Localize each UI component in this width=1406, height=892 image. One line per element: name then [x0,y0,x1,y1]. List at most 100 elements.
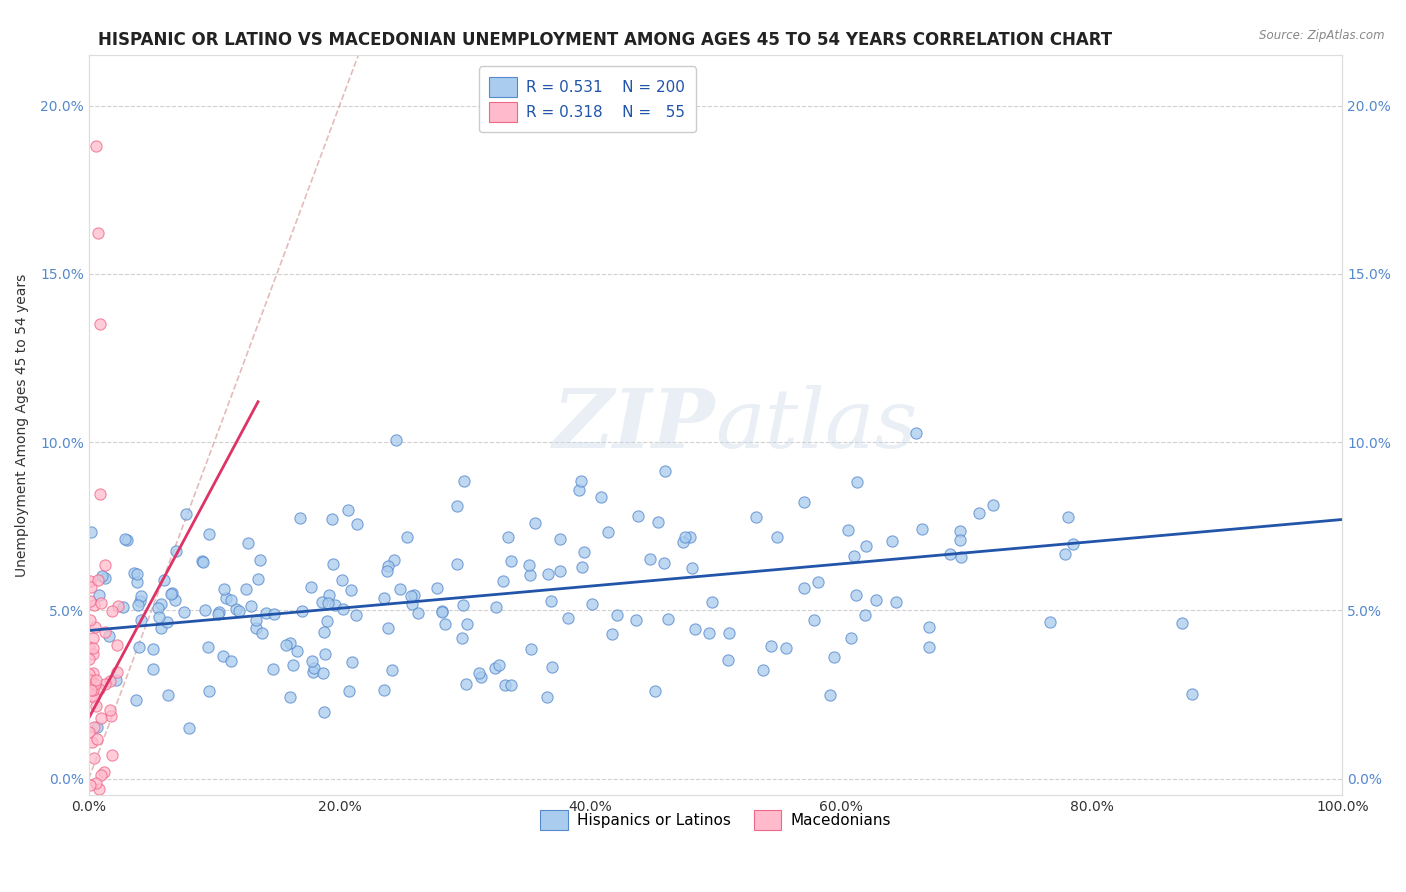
Point [484,599,506,614]
Point [434,617,457,632]
Point [404,588,426,602]
Point [82,640,104,655]
Point [548,533,571,547]
Point [90,711,112,725]
Point [373,591,395,606]
Point [156,615,179,629]
Point [683,622,706,636]
Point [93,764,115,779]
Point [606,608,628,623]
Point [375,564,398,578]
Point [80,580,103,594]
Point [225,602,247,616]
Point [86,139,108,153]
Point [129,589,152,603]
Point [148,610,170,624]
Point [314,647,336,661]
Point [451,598,474,612]
Point [77,678,100,692]
Point [207,607,229,621]
Point [337,503,360,517]
Point [212,649,235,664]
Point [672,535,695,549]
Point [818,688,841,702]
Point [325,598,347,612]
Point [344,607,367,622]
Point [84,673,107,688]
Point [337,683,360,698]
Point [654,465,676,479]
Point [148,600,170,615]
Point [198,527,221,541]
Point [86,720,108,734]
Point [456,616,478,631]
Y-axis label: Unemployment Among Ages 45 to 54 years: Unemployment Among Ages 45 to 54 years [15,274,30,577]
Point [918,620,941,634]
Point [395,530,418,544]
Point [302,661,325,675]
Point [853,607,876,622]
Point [453,474,475,488]
Point [569,475,592,489]
Point [499,678,522,692]
Point [430,606,453,620]
Point [89,318,111,332]
Point [262,663,284,677]
Point [100,674,122,689]
Point [101,604,124,618]
Point [581,597,603,611]
Point [775,640,797,655]
Point [250,625,273,640]
Point [517,558,540,572]
Point [845,588,868,602]
Point [94,571,117,585]
Point [315,615,337,629]
Point [79,614,101,628]
Point [495,678,517,692]
Point [652,556,675,570]
Point [456,677,478,691]
Point [82,632,104,646]
Point [537,567,560,582]
Point [806,575,828,590]
Point [886,595,908,609]
Text: ZIP: ZIP [553,385,716,466]
Point [89,681,111,696]
Point [571,559,593,574]
Point [567,483,589,497]
Point [399,590,422,604]
Point [793,581,815,595]
Point [865,593,887,607]
Point [245,621,267,635]
Point [316,596,339,610]
Point [77,724,100,739]
Point [193,555,215,569]
Point [278,636,301,650]
Point [128,594,150,608]
Point [177,721,200,735]
Point [752,663,775,677]
Point [520,642,543,657]
Point [744,510,766,524]
Point [79,525,101,540]
Point [157,688,180,702]
Point [759,639,782,653]
Point [488,658,510,673]
Point [90,768,112,782]
Point [197,640,219,655]
Point [572,545,595,559]
Point [377,621,399,635]
Point [128,640,150,654]
Point [385,434,408,448]
Point [401,597,423,611]
Point [98,704,121,718]
Point [80,734,103,748]
Point [212,582,235,597]
Point [79,673,101,688]
Point [83,690,105,704]
Point [484,661,506,675]
Point [77,678,100,692]
Point [82,666,104,681]
Point [107,599,129,614]
Point [657,612,679,626]
